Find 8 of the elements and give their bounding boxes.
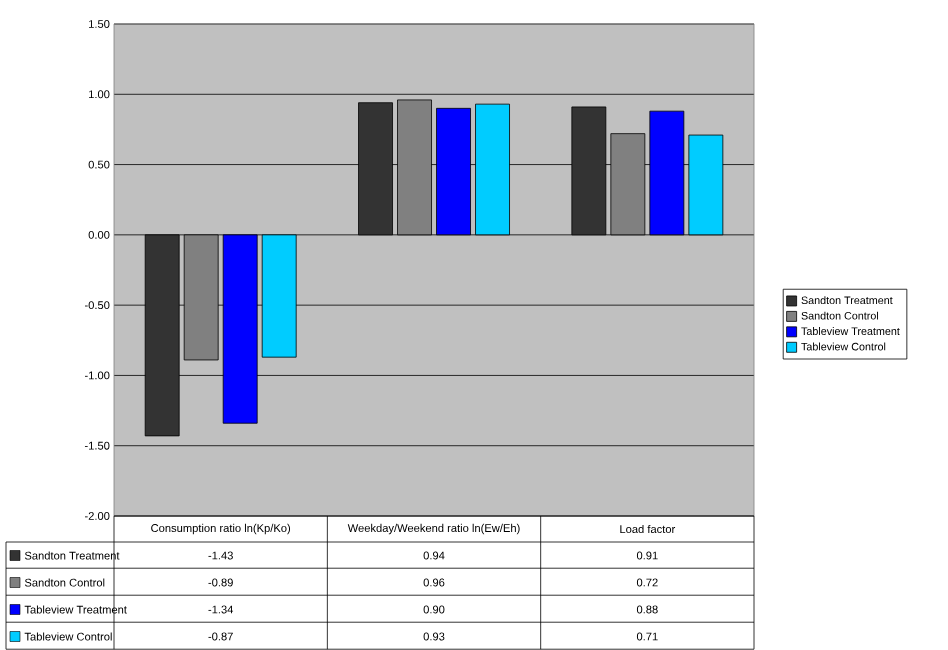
- bar: [144, 234, 180, 437]
- bar: [183, 234, 219, 361]
- bar: [358, 102, 393, 236]
- bar: [261, 234, 297, 358]
- bar: [397, 99, 432, 236]
- bar: [436, 107, 471, 236]
- bar: [475, 103, 510, 236]
- bar: [222, 234, 258, 424]
